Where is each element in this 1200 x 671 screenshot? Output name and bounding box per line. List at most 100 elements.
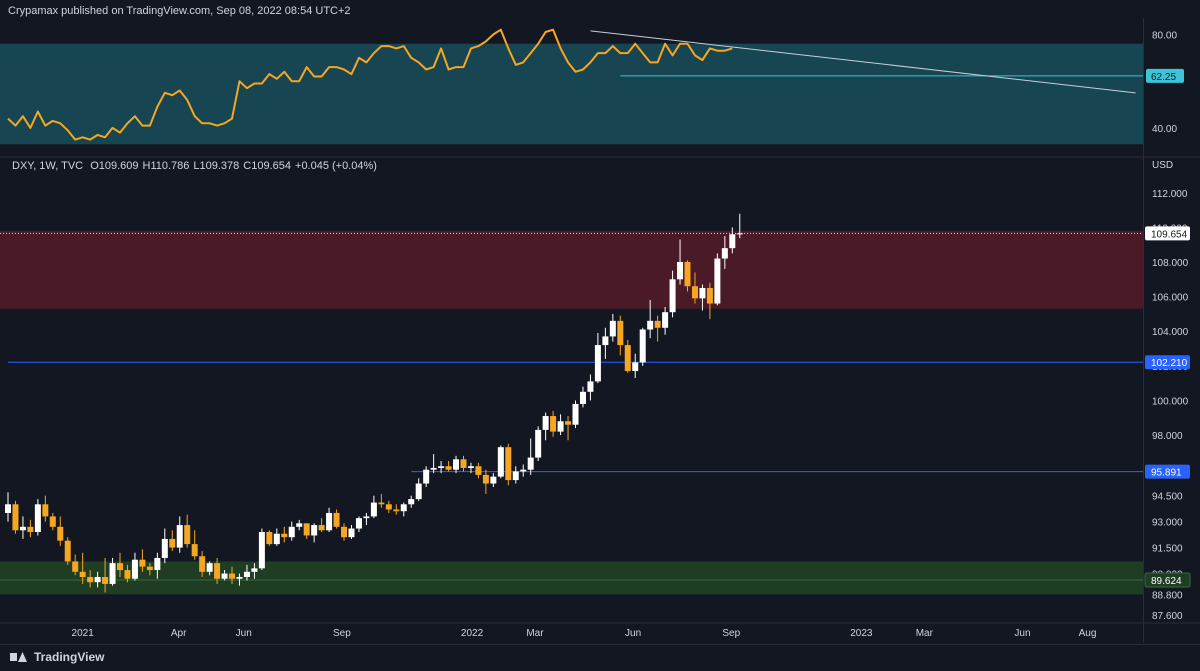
candle-body <box>736 233 743 235</box>
candle-body <box>654 320 661 328</box>
footer-brand: TradingView <box>34 650 105 664</box>
rsi-hline-badge <box>1146 68 1184 83</box>
candle-body <box>243 571 250 577</box>
candle-body <box>94 577 101 583</box>
candle-body <box>609 320 616 337</box>
price-tick-label: 93.000 <box>1152 518 1183 529</box>
candle-body <box>393 509 400 512</box>
candle-body <box>557 421 564 432</box>
candle-body <box>318 525 325 531</box>
candle-body <box>311 525 318 536</box>
price-tick-label: 94.500 <box>1152 492 1183 503</box>
time-tick-label: Mar <box>526 628 544 639</box>
candle-body <box>691 286 698 299</box>
support-zone <box>0 561 1143 595</box>
candle-body <box>520 469 527 472</box>
footer: TradingView <box>0 644 1200 671</box>
candle-body <box>109 563 116 584</box>
price-tick-label: 104.000 <box>1152 327 1189 338</box>
last-price-label: 109.654 <box>1151 229 1188 240</box>
candle-body <box>662 312 669 328</box>
candle-body <box>273 533 280 545</box>
candle-body <box>430 467 437 470</box>
candle-body <box>453 459 460 470</box>
candle-body <box>102 577 109 584</box>
candle-body <box>49 516 56 527</box>
rsi-band <box>0 43 1143 145</box>
candle-body <box>684 262 691 287</box>
ohlc-legend: DXY, 1W, TVC O109.609 H110.786 L109.378 C10… <box>12 160 381 172</box>
candle-body <box>565 421 572 425</box>
currency-label: USD <box>1152 160 1173 171</box>
candle-body <box>490 476 497 484</box>
candle-body <box>124 570 131 579</box>
candle-body <box>706 287 713 304</box>
candle-body <box>288 526 295 538</box>
time-tick-label: Jun <box>236 628 252 639</box>
candle-body <box>594 345 601 382</box>
support-badge <box>1144 572 1191 588</box>
candle-body <box>117 563 124 571</box>
candle-body <box>303 523 310 536</box>
price-tick-label: 100.000 <box>1152 396 1189 407</box>
time-tick-label: 2021 <box>72 628 95 639</box>
candle-body <box>639 329 646 363</box>
candle-body <box>42 504 49 517</box>
candle-body <box>221 573 228 579</box>
candle-body <box>512 471 519 481</box>
candle-body <box>131 559 138 579</box>
candle-body <box>12 504 19 531</box>
rsi-line <box>7 28 733 141</box>
candle-body <box>266 532 273 545</box>
candle-body <box>505 447 512 481</box>
rsi-tick-label: 80.00 <box>1152 30 1177 41</box>
candle-body <box>714 258 721 304</box>
candle-body <box>385 504 392 510</box>
candle-body <box>139 559 146 567</box>
candle-body <box>146 566 153 571</box>
candle-body <box>363 516 370 519</box>
candle-body <box>355 518 362 529</box>
candle-body <box>341 526 348 538</box>
candle-body <box>475 466 482 475</box>
resistance-zone <box>0 230 1143 309</box>
symbol-label: DXY, 1W, TVC <box>12 160 84 172</box>
candle-body <box>34 504 41 532</box>
candle-body <box>169 538 176 548</box>
candle-body <box>191 544 198 557</box>
candle-body <box>258 532 265 569</box>
candle-body <box>602 336 609 346</box>
candle-body <box>699 287 706 299</box>
candle-body <box>669 279 676 313</box>
candle-body <box>370 502 377 517</box>
rsi-trendline <box>590 30 1136 94</box>
candle-body <box>251 568 258 572</box>
price-tick-label: 108.000 <box>1152 258 1189 269</box>
time-tick-label: 2022 <box>461 628 484 639</box>
candle-body <box>19 526 26 531</box>
candle-body <box>572 403 579 425</box>
change-value: +0.045 (+0.04%) <box>295 160 377 172</box>
time-tick-label: Aug <box>1079 628 1097 639</box>
price-hline-badge-label: 95.891 <box>1151 468 1182 479</box>
candle-body <box>281 533 288 538</box>
candle-body <box>333 512 340 527</box>
candle-body <box>482 474 489 484</box>
candle-body <box>617 320 624 346</box>
candle-body <box>206 563 213 572</box>
candle-body <box>154 557 161 571</box>
candle-body <box>326 512 333 531</box>
candle-body <box>214 563 221 579</box>
price-tick-label: 88.800 <box>1152 590 1183 601</box>
open-value: O109.609 <box>90 160 139 172</box>
rsi-hline-label: 62.25 <box>1151 72 1176 83</box>
candle-body <box>497 447 504 477</box>
publish-header: Crypamax published on TradingView.com, S… <box>8 5 351 17</box>
rsi-tick-label: 40.00 <box>1152 124 1177 135</box>
tradingview-logo[interactable]: TradingView <box>10 650 104 664</box>
candle-body <box>64 540 71 562</box>
price-tick-label: 98.000 <box>1152 431 1183 442</box>
candle-body <box>467 466 474 468</box>
candle-body <box>527 457 534 470</box>
